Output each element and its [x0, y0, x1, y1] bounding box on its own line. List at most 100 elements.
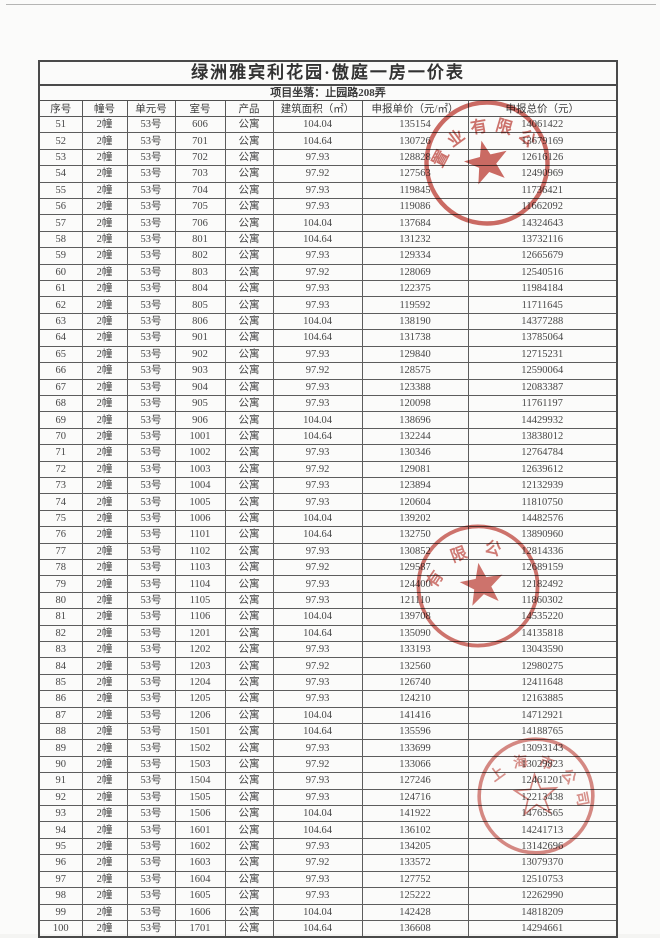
table-cell: 13890960	[467, 526, 616, 544]
table-cell: 132560	[361, 657, 469, 675]
table-cell: 13079370	[467, 854, 616, 872]
table-cell: 13785064	[467, 329, 616, 347]
table-cell: 2幢	[81, 460, 128, 478]
table-row: 80 2幢 53号 1105 公寓 97.93 121110 11860302	[40, 591, 616, 610]
table-cell: 139708	[361, 608, 469, 626]
table-cell: 12715231	[467, 345, 616, 364]
table-cell: 97.93	[272, 887, 363, 905]
table-cell: 公寓	[224, 657, 274, 675]
table-row: 91 2幢 53号 1504 公寓 97.93 127246 12461201	[40, 772, 616, 790]
table-cell: 97.92	[272, 165, 363, 183]
table-cell: 78	[40, 558, 83, 577]
table-cell: 2幢	[81, 394, 128, 413]
column-header-3: 室号	[174, 101, 226, 117]
table-cell: 公寓	[224, 706, 274, 725]
column-header-4: 产品	[224, 101, 274, 117]
table-cell: 139202	[361, 509, 469, 528]
table-cell: 98	[40, 887, 83, 905]
table-cell: 2幢	[81, 870, 128, 889]
table-row: 67 2幢 53号 904 公寓 97.93 123388 12083387	[40, 378, 616, 396]
table-cell: 126740	[361, 673, 469, 692]
table-row: 88 2幢 53号 1501 公寓 104.64 135596 14188765	[40, 723, 616, 741]
table-cell: 119086	[361, 198, 469, 216]
table-cell: 61	[40, 280, 83, 298]
table-cell: 702	[174, 148, 226, 167]
table-cell: 129081	[361, 460, 469, 478]
table-cell: 72	[40, 460, 83, 478]
table-cell: 53号	[126, 165, 176, 183]
table-row: 72 2幢 53号 1003 公寓 97.92 129081 12639612	[40, 460, 616, 478]
table-cell: 1204	[174, 673, 226, 692]
table-cell: 2幢	[81, 411, 128, 429]
table-cell: 87	[40, 706, 83, 725]
table-cell: 137684	[361, 214, 469, 232]
table-cell: 公寓	[224, 230, 274, 249]
table-cell: 53号	[126, 230, 176, 249]
table-cell: 132750	[361, 526, 469, 544]
table-cell: 104.04	[272, 903, 363, 921]
table-body: 51 2幢 53号 606 公寓 104.04 135154 14061422 52 2幢 53号 7…	[40, 115, 616, 937]
table-cell: 96	[40, 854, 83, 872]
table-cell: 75	[40, 509, 83, 528]
table-cell: 公寓	[224, 444, 274, 462]
table-cell: 124716	[361, 788, 469, 807]
table-cell: 53号	[126, 444, 176, 462]
table-cell: 14818209	[467, 903, 616, 921]
table-cell: 53号	[126, 805, 176, 823]
table-cell: 59	[40, 247, 83, 265]
table-row: 93 2幢 53号 1506 公寓 104.04 141922 14765565	[40, 805, 616, 823]
table-cell: 2幢	[81, 312, 128, 331]
table-cell: 11984184	[467, 280, 616, 298]
table-cell: 53号	[126, 198, 176, 216]
table-cell: 127563	[361, 165, 469, 183]
table-cell: 70	[40, 427, 83, 446]
table-cell: 2幢	[81, 427, 128, 446]
table-cell: 14429932	[467, 411, 616, 429]
table-cell: 53号	[126, 837, 176, 856]
table-cell: 99	[40, 903, 83, 921]
table-cell: 公寓	[224, 837, 274, 856]
table-cell: 公寓	[224, 591, 274, 610]
table-cell: 53号	[126, 115, 176, 134]
table-cell: 60	[40, 263, 83, 282]
table-cell: 公寓	[224, 723, 274, 741]
table-cell: 53号	[126, 723, 176, 741]
table-row: 51 2幢 53号 606 公寓 104.04 135154 14061422	[40, 115, 616, 134]
table-cell: 公寓	[224, 378, 274, 396]
table-cell: 802	[174, 247, 226, 265]
table-cell: 12616126	[467, 148, 616, 167]
table-cell: 53号	[126, 214, 176, 232]
table-cell: 1601	[174, 821, 226, 839]
column-header-7: 申报总价（元）	[467, 101, 616, 117]
table-cell: 53号	[126, 706, 176, 725]
table-row: 65 2幢 53号 902 公寓 97.93 129840 12715231	[40, 345, 616, 364]
table-cell: 127246	[361, 772, 469, 790]
table-cell: 2幢	[81, 755, 128, 774]
table-cell: 2幢	[81, 362, 128, 380]
table-cell: 公寓	[224, 460, 274, 478]
table-cell: 2幢	[81, 444, 128, 462]
table-cell: 12163885	[467, 690, 616, 708]
table-cell: 1603	[174, 854, 226, 872]
table-cell: 131232	[361, 230, 469, 249]
table-cell: 2幢	[81, 493, 128, 511]
table-cell: 66	[40, 362, 83, 380]
table-cell: 14294661	[467, 919, 616, 937]
table-cell: 803	[174, 263, 226, 282]
table-cell: 公寓	[224, 394, 274, 413]
table-cell: 53号	[126, 362, 176, 380]
table-cell: 97.92	[272, 460, 363, 478]
table-cell: 97.92	[272, 362, 363, 380]
table-row: 87 2幢 53号 1206 公寓 104.04 141416 14712921	[40, 706, 616, 725]
table-row: 82 2幢 53号 1201 公寓 104.64 135090 14135818	[40, 624, 616, 643]
table-cell: 1206	[174, 706, 226, 725]
table-cell: 135090	[361, 624, 469, 643]
table-cell: 91	[40, 772, 83, 790]
table-cell: 53号	[126, 591, 176, 610]
table-cell: 公寓	[224, 575, 274, 593]
table-cell: 1002	[174, 444, 226, 462]
table-cell: 2幢	[81, 608, 128, 626]
table-cell: 53号	[126, 411, 176, 429]
table-cell: 904	[174, 378, 226, 396]
